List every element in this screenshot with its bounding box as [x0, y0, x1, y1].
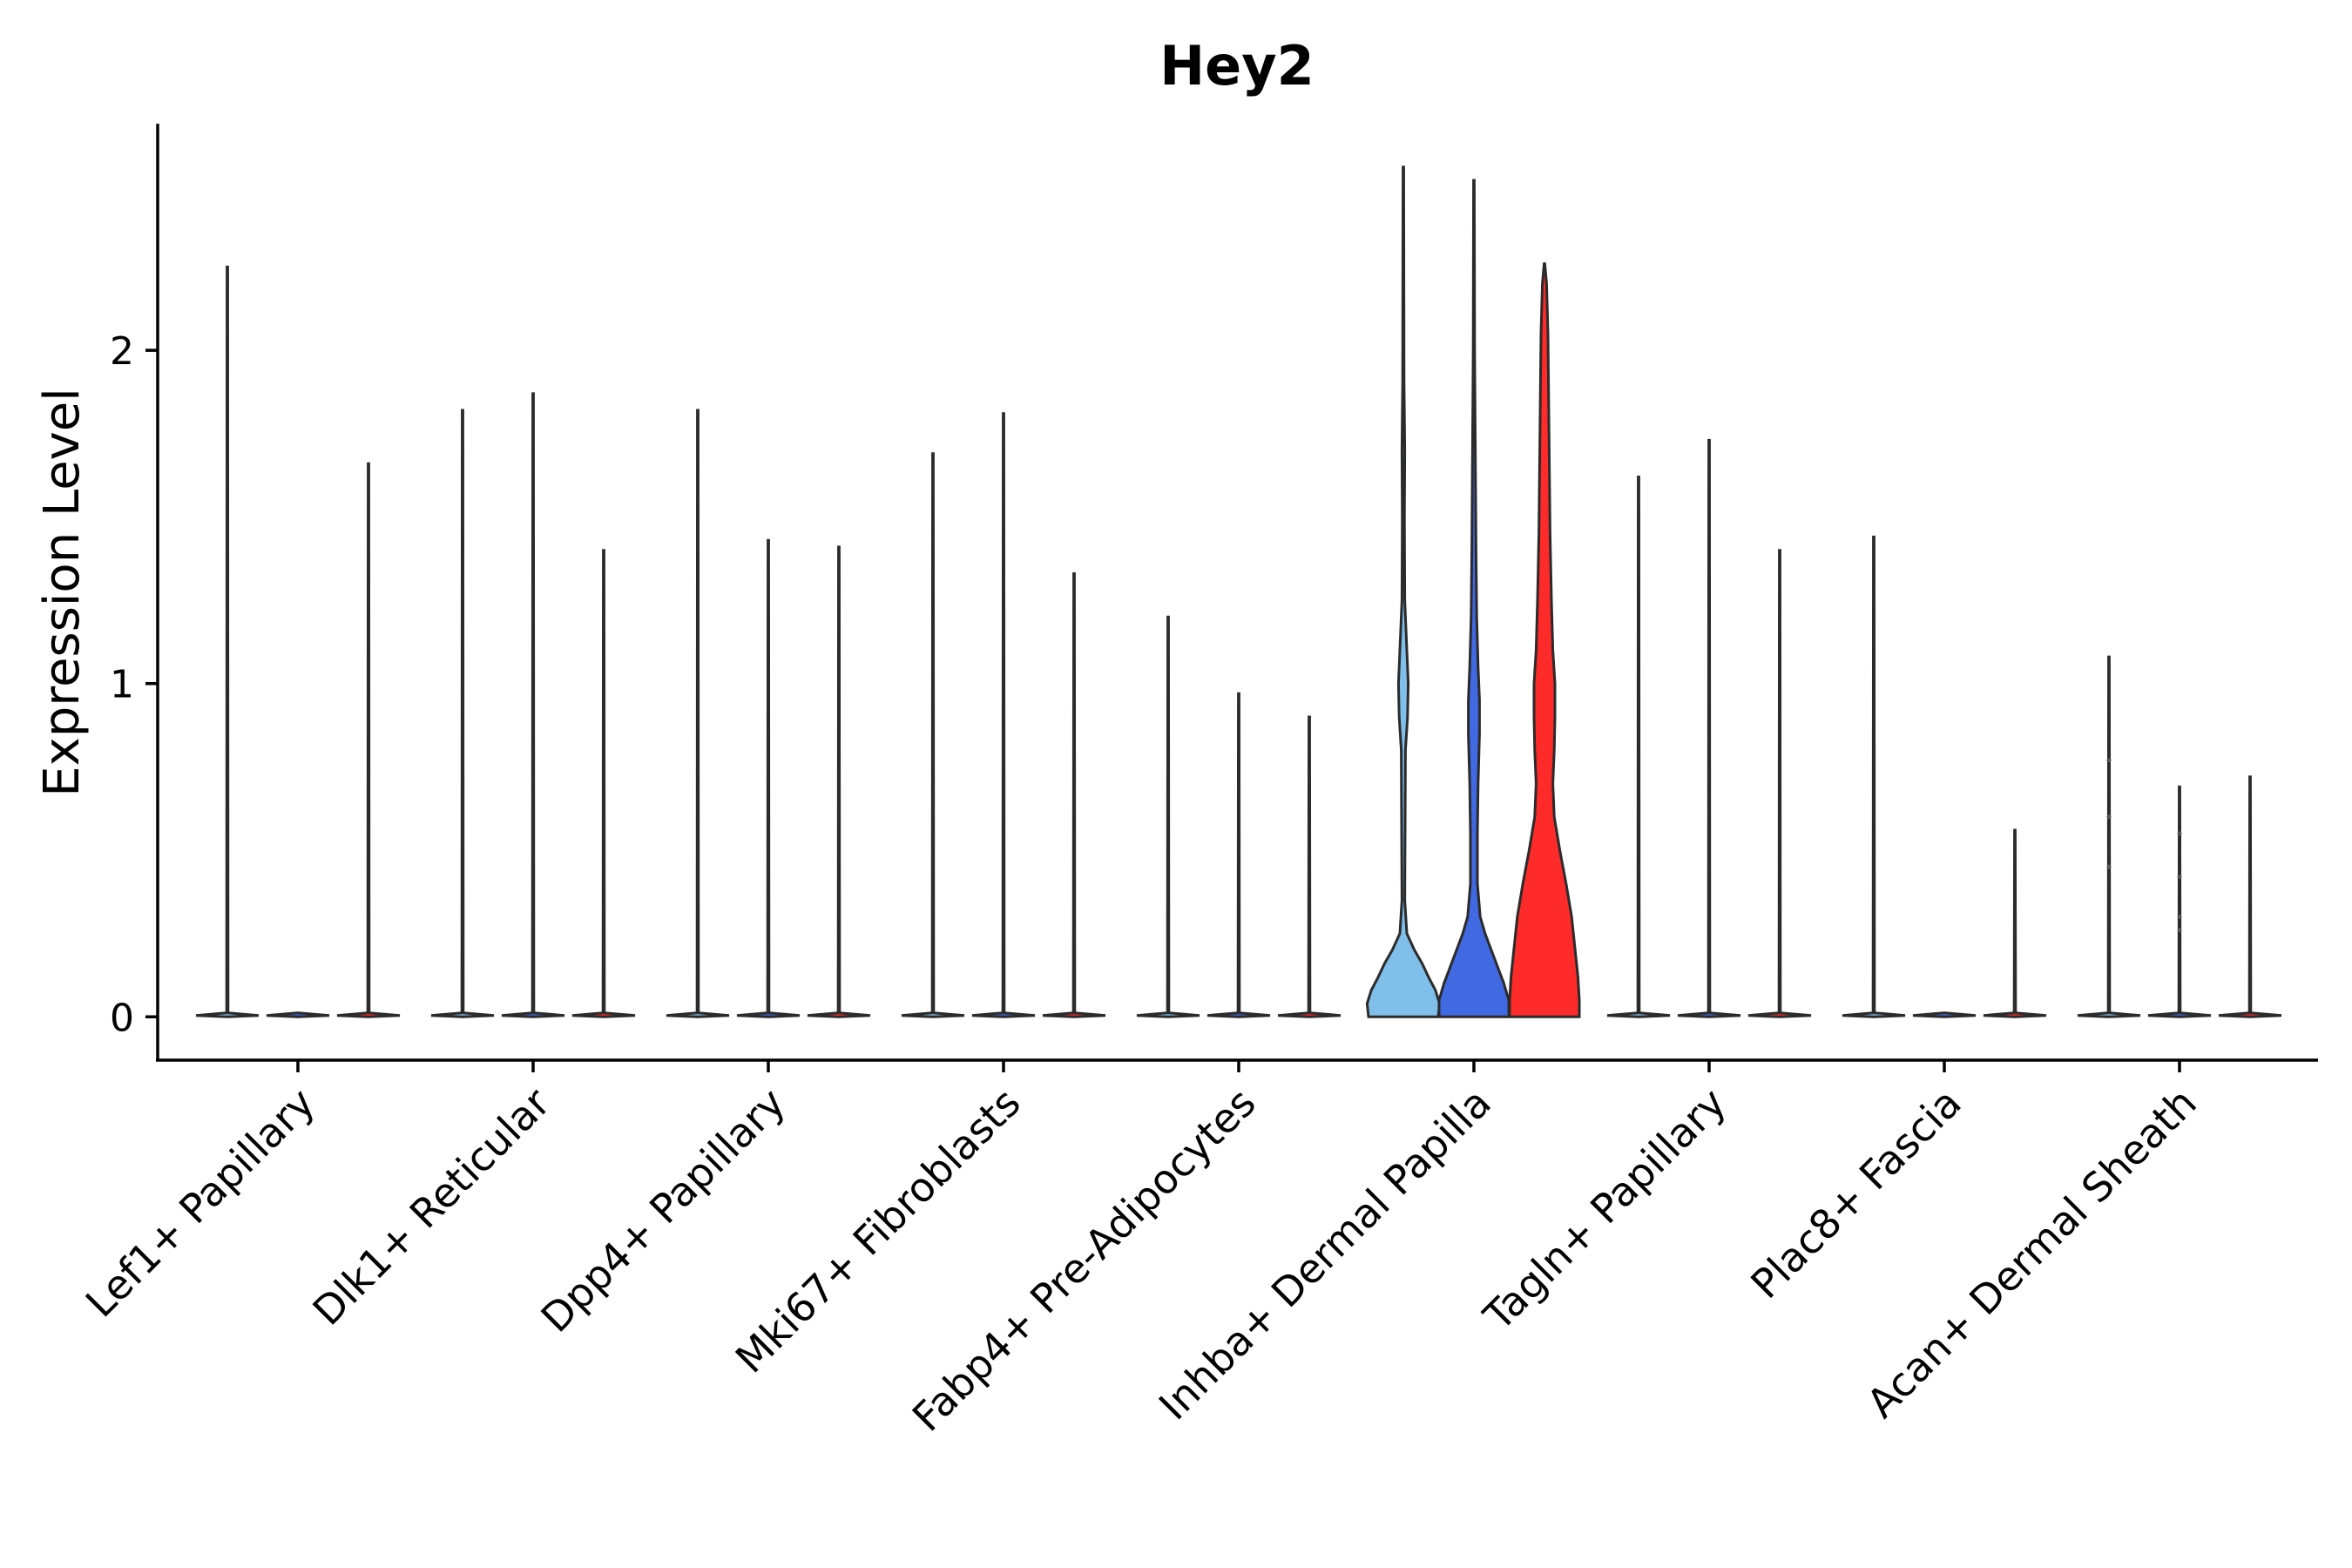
- y-tick-label: 1: [110, 663, 134, 707]
- outlier-point: [2177, 914, 2182, 919]
- violin-dpp4-papillary-g3: [807, 545, 871, 1018]
- x-tick-label: Dlk1+ Reticular: [304, 1079, 559, 1335]
- violin-plac8-fascia-g3: [1983, 828, 2047, 1018]
- x-tick-label: Dpp4+ Papillary: [532, 1079, 794, 1342]
- violin-tagln-papillary-g1: [1606, 476, 1671, 1018]
- violin-inhba-dermal-papilla-g2: [1437, 179, 1511, 1018]
- outlier-point: [2106, 864, 2112, 869]
- violin-dlk1-reticular-g3: [571, 549, 636, 1018]
- outlier-point: [2106, 814, 2112, 820]
- x-tick-label: Lef1+ Papillary: [77, 1079, 324, 1327]
- violin-plac8-fascia-g1: [1842, 535, 1906, 1018]
- violin-inhba-dermal-papilla-g3: [1508, 262, 1581, 1018]
- outlier-point: [2177, 875, 2182, 880]
- violin-tagln-papillary-g2: [1677, 438, 1741, 1018]
- chart-title: Hey2: [1159, 34, 1315, 98]
- outlier-point: [2106, 758, 2112, 763]
- violin-inhba-dermal-papilla-g1: [1365, 166, 1442, 1018]
- y-tick-label: 0: [110, 996, 134, 1040]
- violin-tagln-papillary-g3: [1747, 549, 1812, 1018]
- violin-acan-dermal-sheath-g3: [2218, 775, 2282, 1018]
- violin-acan-dermal-sheath-g2: [2147, 785, 2212, 1018]
- outlier-point: [2177, 831, 2182, 836]
- x-tick-label: Plac8+ Fascia: [1741, 1079, 1970, 1308]
- outlier-point: [2177, 928, 2182, 933]
- violin-mki67-fibroblasts-g1: [901, 452, 965, 1018]
- violin-plac8-fascia-g2: [1912, 1011, 1977, 1018]
- x-tick-label: Tagln+ Papillary: [1474, 1079, 1735, 1341]
- violin-mki67-fibroblasts-g2: [971, 412, 1036, 1018]
- violin-fabp4-pre-adipocytes-g1: [1136, 615, 1200, 1018]
- violin-dlk1-reticular-g1: [430, 409, 495, 1018]
- violin-mki67-fibroblasts-g3: [1042, 572, 1106, 1018]
- violin-fabp4-pre-adipocytes-g2: [1206, 692, 1271, 1018]
- violin-acan-dermal-sheath-g1: [2077, 655, 2141, 1018]
- violin-lef1-papillary-g3: [336, 462, 401, 1018]
- violin-dlk1-reticular-g2: [501, 392, 565, 1018]
- violin-dpp4-papillary-g1: [666, 409, 730, 1018]
- y-tick-label: 2: [110, 329, 134, 374]
- y-axis-ticks: 0 1 2: [110, 329, 158, 1040]
- violin-lef1-papillary-g1: [195, 266, 260, 1018]
- violin-layer: [195, 166, 2282, 1018]
- y-axis-label: Expression Level: [34, 388, 91, 797]
- violin-fabp4-pre-adipocytes-g3: [1277, 715, 1342, 1018]
- violin-dpp4-papillary-g2: [736, 538, 801, 1018]
- violin-lef1-papillary-g2: [266, 1011, 330, 1018]
